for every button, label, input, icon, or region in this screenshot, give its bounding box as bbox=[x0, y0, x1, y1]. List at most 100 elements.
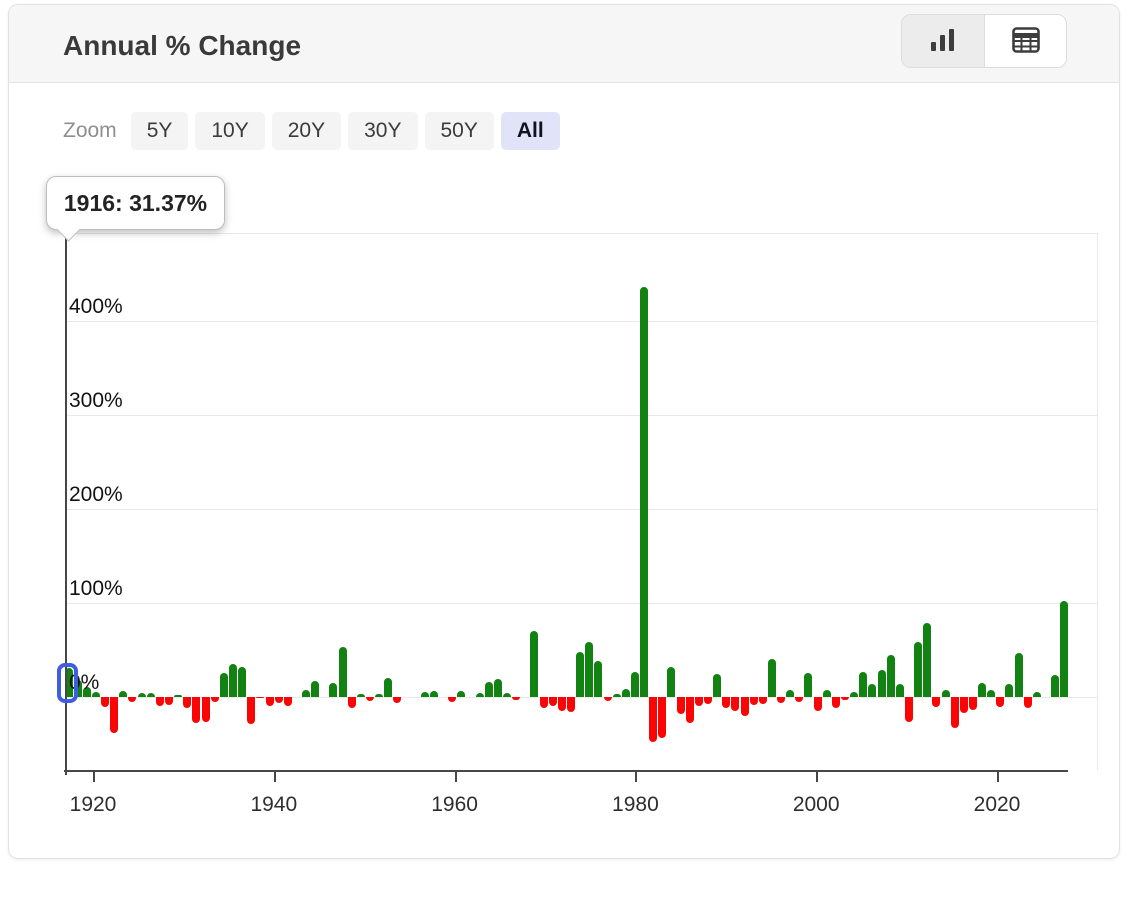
bar-1974[interactable] bbox=[594, 661, 603, 697]
bar-1973[interactable] bbox=[585, 641, 594, 697]
bar-2019[interactable] bbox=[1005, 683, 1014, 697]
bar-1931[interactable] bbox=[201, 697, 210, 722]
bar-1979[interactable] bbox=[640, 287, 648, 697]
bar-1991[interactable] bbox=[749, 697, 758, 705]
bar-1946[interactable] bbox=[338, 647, 347, 697]
bar-1987[interactable] bbox=[713, 673, 722, 697]
bar-1980[interactable] bbox=[649, 697, 658, 743]
bar-2012[interactable] bbox=[941, 689, 950, 697]
bar-1961[interactable] bbox=[475, 693, 484, 697]
bar-1993[interactable] bbox=[767, 659, 776, 697]
bar-1969[interactable] bbox=[548, 697, 557, 707]
bar-1982[interactable] bbox=[667, 666, 676, 697]
bar-1940[interactable] bbox=[283, 697, 292, 706]
zoom-button-50y[interactable]: 50Y bbox=[424, 112, 494, 150]
bar-1984[interactable] bbox=[685, 697, 694, 724]
bar-1962[interactable] bbox=[484, 681, 493, 697]
bar-1998[interactable] bbox=[813, 697, 822, 712]
bar-2009[interactable] bbox=[914, 642, 923, 697]
bar-1981[interactable] bbox=[658, 697, 667, 738]
bar-2004[interactable] bbox=[868, 683, 877, 697]
bar-1965[interactable] bbox=[512, 697, 521, 700]
zoom-button-5y[interactable]: 5Y bbox=[130, 112, 189, 150]
bar-2017[interactable] bbox=[987, 689, 996, 697]
bar-1992[interactable] bbox=[758, 697, 767, 704]
bar-1934[interactable] bbox=[228, 664, 237, 697]
bar-1938[interactable] bbox=[265, 697, 274, 707]
bar-2007[interactable] bbox=[895, 683, 904, 697]
bar-1929[interactable] bbox=[183, 697, 192, 709]
bar-1978[interactable] bbox=[630, 671, 639, 697]
bar-1924[interactable] bbox=[137, 693, 146, 697]
bar-1977[interactable] bbox=[621, 688, 630, 697]
zoom-button-all[interactable]: All bbox=[500, 112, 560, 150]
bar-1997[interactable] bbox=[804, 672, 813, 697]
bar-1985[interactable] bbox=[694, 697, 703, 706]
bar-1956[interactable] bbox=[429, 691, 438, 697]
bar-1949[interactable] bbox=[366, 697, 374, 701]
bar-1976[interactable] bbox=[612, 694, 621, 697]
bar-1925[interactable] bbox=[146, 693, 155, 697]
bar-1943[interactable] bbox=[311, 681, 320, 697]
bar-2013[interactable] bbox=[950, 697, 959, 728]
bar-1999[interactable] bbox=[822, 690, 831, 697]
bar-1986[interactable] bbox=[703, 697, 712, 704]
bar-2003[interactable] bbox=[859, 671, 868, 697]
bar-1935[interactable] bbox=[238, 666, 247, 697]
bar-2024[interactable] bbox=[1051, 675, 1060, 697]
bar-2001[interactable] bbox=[841, 697, 849, 700]
bar-1963[interactable] bbox=[493, 679, 502, 697]
bar-1989[interactable] bbox=[731, 697, 740, 712]
bar-1958[interactable] bbox=[448, 697, 457, 702]
bar-1923[interactable] bbox=[128, 697, 137, 702]
bar-1988[interactable] bbox=[722, 697, 731, 709]
bar-1972[interactable] bbox=[576, 651, 585, 697]
bar-1928[interactable] bbox=[174, 695, 183, 697]
bar-1959[interactable] bbox=[457, 691, 466, 697]
bar-2014[interactable] bbox=[959, 697, 968, 713]
bar-1933[interactable] bbox=[219, 672, 228, 697]
bar-1921[interactable] bbox=[110, 697, 119, 733]
zoom-button-20y[interactable]: 20Y bbox=[271, 112, 342, 150]
bar-1996[interactable] bbox=[795, 697, 804, 702]
bar-2018[interactable] bbox=[996, 697, 1005, 708]
chart-view-button[interactable] bbox=[902, 15, 984, 67]
bar-1936[interactable] bbox=[247, 697, 256, 725]
bar-1922[interactable] bbox=[119, 691, 128, 697]
bar-1967[interactable] bbox=[530, 631, 539, 697]
bar-2005[interactable] bbox=[877, 669, 886, 697]
bar-1942[interactable] bbox=[302, 689, 310, 697]
bar-1952[interactable] bbox=[393, 697, 402, 703]
bar-2021[interactable] bbox=[1023, 697, 1032, 709]
bar-2002[interactable] bbox=[850, 692, 859, 697]
bar-1932[interactable] bbox=[210, 697, 219, 702]
bar-1927[interactable] bbox=[165, 697, 173, 705]
bar-1937[interactable] bbox=[256, 697, 265, 698]
bar-1983[interactable] bbox=[676, 697, 685, 714]
bar-2025[interactable] bbox=[1060, 601, 1069, 697]
bar-1945[interactable] bbox=[329, 682, 338, 697]
bar-1920[interactable] bbox=[101, 697, 109, 708]
bar-1948[interactable] bbox=[356, 694, 365, 697]
bar-1995[interactable] bbox=[786, 690, 795, 697]
bar-1990[interactable] bbox=[740, 697, 749, 716]
bar-1964[interactable] bbox=[503, 693, 511, 697]
bar-1947[interactable] bbox=[347, 697, 356, 709]
bar-2006[interactable] bbox=[886, 654, 895, 697]
bar-1939[interactable] bbox=[274, 697, 283, 703]
bar-1970[interactable] bbox=[557, 697, 566, 712]
table-view-button[interactable] bbox=[984, 15, 1066, 67]
bar-2008[interactable] bbox=[904, 697, 913, 722]
bar-1918[interactable] bbox=[82, 686, 91, 697]
bar-1951[interactable] bbox=[384, 678, 393, 697]
bar-2000[interactable] bbox=[831, 697, 840, 709]
bar-1975[interactable] bbox=[603, 697, 612, 701]
bar-1968[interactable] bbox=[539, 697, 548, 709]
zoom-button-30y[interactable]: 30Y bbox=[348, 112, 418, 150]
bar-2015[interactable] bbox=[968, 697, 977, 711]
bar-1926[interactable] bbox=[155, 697, 164, 707]
bar-1994[interactable] bbox=[777, 697, 785, 703]
bar-2022[interactable] bbox=[1032, 692, 1041, 697]
bar-2010[interactable] bbox=[923, 622, 932, 697]
bar-1950[interactable] bbox=[375, 694, 384, 697]
